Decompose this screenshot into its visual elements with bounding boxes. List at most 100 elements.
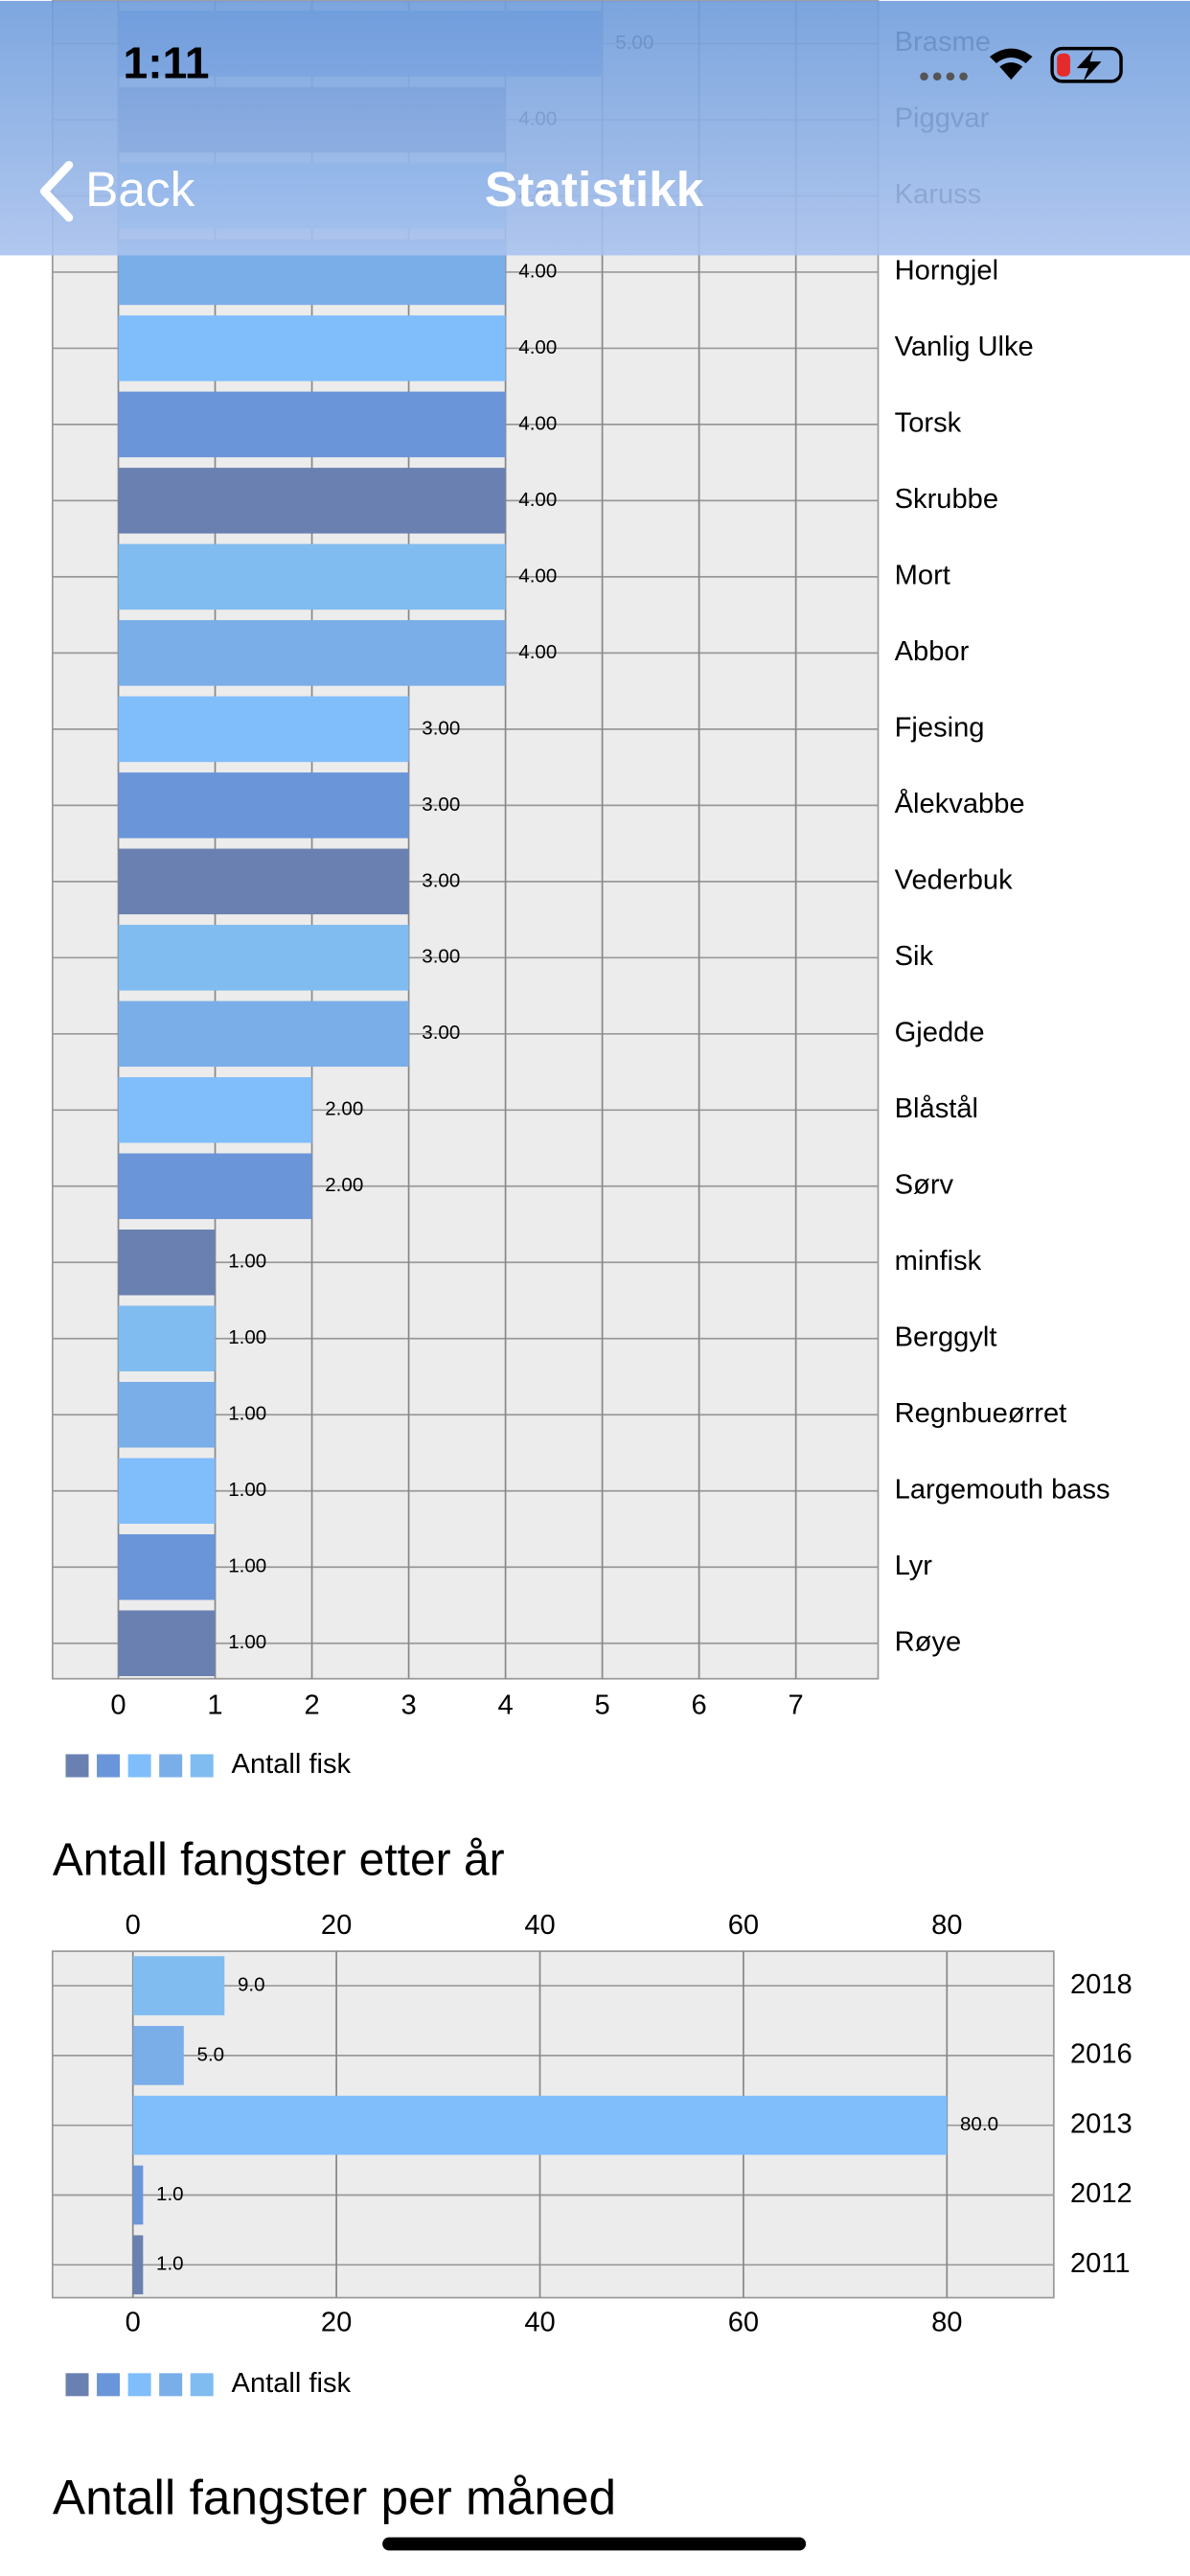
bar — [132, 2235, 144, 2295]
legend-label: Antall fisk — [232, 1749, 352, 1780]
bar — [118, 543, 506, 610]
value-label: 1.00 — [228, 1555, 266, 1577]
bar — [118, 391, 506, 458]
y-tick-label: Mort — [895, 561, 950, 591]
value-label: 1.00 — [228, 1403, 266, 1425]
status-icons — [920, 46, 1123, 83]
value-label: 2.00 — [325, 1098, 363, 1120]
bar — [118, 468, 506, 534]
y-tick-label: Sik — [895, 941, 934, 972]
legend-swatch — [159, 1754, 183, 1778]
bar — [118, 1305, 216, 1372]
bar — [132, 1956, 225, 2015]
y-tick-label: Sørv — [895, 1169, 954, 1200]
y-tick-label: 2012 — [1070, 2178, 1133, 2209]
bar — [118, 696, 409, 763]
y-tick-label: Berggylt — [895, 1322, 997, 1352]
x-tick-label: 0 — [126, 1910, 141, 1941]
charts: BrasmePiggvarKarussHorngjelVanlig UlkeTo… — [51, 0, 1133, 2399]
bar — [118, 1610, 216, 1676]
x-tick-label: 80 — [931, 2308, 962, 2338]
x-tick-label: 0 — [110, 1690, 126, 1721]
bar — [118, 315, 506, 381]
bar — [132, 2165, 144, 2225]
value-label: 2.00 — [325, 1174, 363, 1196]
x-tick-label: 3 — [400, 1690, 416, 1721]
value-label: 5.0 — [197, 2043, 225, 2065]
section-title: Antall fangster per måned — [53, 2470, 616, 2525]
status-time: 1:11 — [123, 38, 209, 88]
value-label: 1.0 — [156, 2253, 184, 2275]
y-tick-label: Blåstål — [895, 1093, 978, 1124]
legend-swatch — [127, 1754, 151, 1778]
value-label: 1.00 — [228, 1479, 266, 1501]
y-tick-label: Torsk — [895, 408, 962, 439]
x-tick-label: 20 — [321, 1910, 352, 1941]
value-label: 3.00 — [422, 1022, 460, 1044]
y-tick-label: minfisk — [895, 1246, 982, 1276]
header-background — [0, 0, 1190, 256]
value-label: 3.00 — [422, 794, 460, 816]
value-label: 4.00 — [518, 260, 557, 282]
y-tick-label: 2016 — [1070, 2039, 1133, 2070]
y-tick-label: Fjesing — [895, 713, 985, 744]
legend-swatch — [97, 1754, 121, 1778]
back-button[interactable]: Back — [85, 161, 195, 217]
y-tick-label: 2013 — [1070, 2108, 1133, 2139]
value-label: 1.00 — [228, 1251, 266, 1273]
y-tick-label: Vederbuk — [895, 865, 1013, 896]
x-tick-label: 40 — [524, 2308, 555, 2338]
y-tick-label: Vanlig Ulke — [895, 332, 1034, 362]
value-label: 1.00 — [228, 1326, 266, 1348]
legend-swatch — [127, 2373, 151, 2397]
y-tick-label: 2011 — [1070, 2248, 1131, 2279]
x-tick-label: 1 — [207, 1690, 222, 1721]
value-label: 4.00 — [518, 336, 557, 358]
legend-swatch — [159, 2373, 183, 2397]
nav-title: Statistikk — [485, 161, 704, 217]
x-tick-label: 5 — [595, 1690, 610, 1721]
y-tick-label: Abbor — [895, 636, 970, 667]
bar — [118, 1230, 216, 1296]
value-label: 3.00 — [422, 869, 460, 891]
value-label: 3.00 — [422, 946, 460, 968]
y-tick-label: Skrubbe — [895, 484, 998, 515]
bar — [118, 772, 409, 839]
x-tick-label: 0 — [126, 2308, 141, 2338]
y-tick-label: Regnbueørret — [895, 1398, 1067, 1429]
bar — [118, 620, 506, 686]
bar — [118, 1458, 216, 1525]
x-tick-label: 60 — [728, 1910, 759, 1941]
bar — [118, 848, 409, 915]
chart-title: Antall fangster etter år — [53, 1834, 505, 1885]
value-label: 4.00 — [518, 564, 557, 586]
x-tick-label: 6 — [692, 1690, 707, 1721]
y-tick-label: 2018 — [1070, 1969, 1133, 2000]
y-tick-label: Lyr — [895, 1551, 933, 1581]
legend-swatch — [97, 2373, 121, 2397]
x-tick-label: 60 — [728, 2308, 759, 2338]
bar — [118, 1000, 409, 1068]
legend-swatch — [190, 1754, 214, 1778]
value-label: 4.00 — [518, 641, 557, 663]
legend-label: Antall fisk — [232, 2368, 352, 2399]
value-label: 1.00 — [228, 1631, 266, 1653]
y-tick-label: Røye — [895, 1626, 962, 1657]
value-label: 80.0 — [960, 2113, 998, 2135]
home-indicator — [382, 2537, 807, 2551]
x-tick-label: 7 — [789, 1690, 804, 1721]
x-tick-label: 2 — [304, 1690, 319, 1721]
x-tick-label: 40 — [524, 1910, 555, 1941]
bar — [118, 1077, 312, 1143]
bar — [118, 1381, 216, 1448]
value-label: 4.00 — [518, 489, 557, 511]
x-tick-label: 20 — [321, 2308, 352, 2338]
value-label: 1.0 — [156, 2183, 184, 2205]
y-tick-label: Gjedde — [895, 1017, 985, 1047]
value-label: 4.00 — [518, 412, 557, 434]
back-chevron[interactable] — [39, 160, 74, 222]
legend-swatch — [190, 2373, 214, 2397]
y-tick-label: Ålekvabbe — [895, 788, 1025, 819]
